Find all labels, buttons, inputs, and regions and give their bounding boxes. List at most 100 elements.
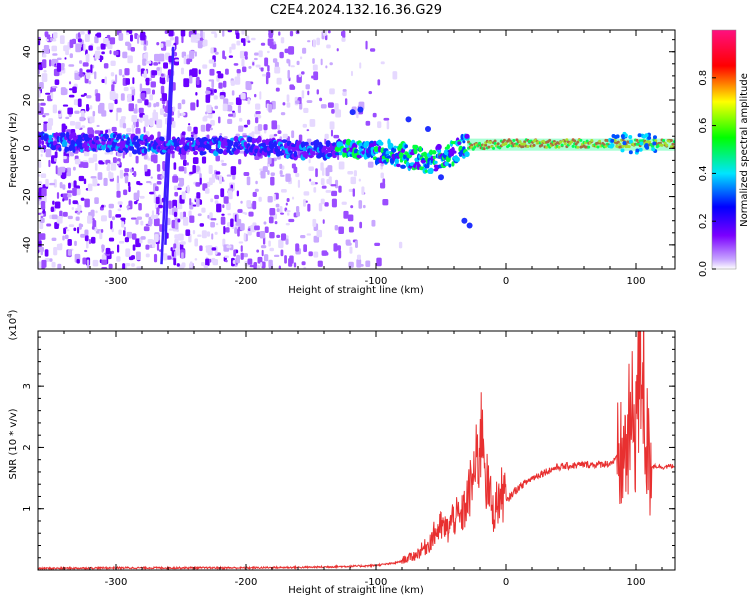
noise-cell <box>110 220 113 230</box>
noise-cell <box>105 247 111 255</box>
noise-cell <box>86 95 92 99</box>
noise-cell <box>57 167 61 176</box>
noise-cell <box>193 126 198 135</box>
noise-cell <box>79 60 83 64</box>
noise-cell <box>177 102 182 110</box>
noise-cell <box>295 206 300 213</box>
band-cell <box>59 132 66 138</box>
noise-cell <box>139 195 145 199</box>
noise-cell <box>228 101 234 105</box>
noise-cell <box>214 33 218 38</box>
band-cell <box>464 133 470 139</box>
noise-cell <box>287 69 290 79</box>
noise-cell <box>198 69 201 75</box>
noise-cell <box>125 32 130 36</box>
noise-cell <box>177 110 180 119</box>
noise-cell <box>210 119 215 126</box>
band-cell <box>143 148 148 154</box>
noise-cell <box>79 31 85 35</box>
noise-cell <box>382 199 389 206</box>
noise-cell <box>144 164 148 172</box>
noise-cell <box>111 216 115 221</box>
noise-cell <box>206 124 212 128</box>
noise-cell <box>268 259 273 268</box>
noise-cell <box>56 243 63 251</box>
noise-cell <box>282 133 288 139</box>
noise-cell <box>38 233 41 242</box>
noise-cell <box>205 247 212 253</box>
noise-cell <box>260 261 263 267</box>
noise-cell <box>114 93 119 100</box>
noise-cell <box>156 243 160 251</box>
noise-cell <box>309 118 316 127</box>
noise-cell <box>204 188 210 194</box>
noise-cell <box>40 173 47 178</box>
noise-cell <box>303 198 307 207</box>
noise-cell <box>285 173 291 182</box>
noise-cell <box>59 35 65 45</box>
noise-cell <box>289 30 294 37</box>
noise-cell <box>197 40 203 49</box>
noise-cell <box>84 151 90 157</box>
band-cell <box>622 141 627 146</box>
band-cell <box>635 138 639 142</box>
noise-cell <box>222 103 228 112</box>
noise-cell <box>285 202 288 206</box>
noise-cell <box>195 165 200 171</box>
noise-cell <box>168 30 174 37</box>
spectrogram-x-label: Height of straight line (km) <box>288 285 424 296</box>
noise-cell <box>301 71 305 75</box>
noise-cell <box>64 57 67 60</box>
noise-cell <box>67 215 73 220</box>
band-cell <box>662 138 666 142</box>
noise-cell <box>172 175 179 183</box>
noise-cell <box>118 229 122 235</box>
noise-cell <box>84 34 90 42</box>
noise-cell <box>273 254 280 258</box>
noise-cell <box>159 97 163 101</box>
colorbar-label: Normalized spectral amplitude <box>739 73 750 227</box>
noise-cell <box>164 30 169 35</box>
noise-cell <box>140 236 146 240</box>
band-cell <box>644 133 649 138</box>
band-cell <box>573 139 577 143</box>
noise-cell <box>155 186 159 192</box>
snr-y-tick-label: 1 <box>22 506 33 512</box>
noise-cell <box>392 71 398 80</box>
noise-cell <box>133 200 138 205</box>
noise-cell <box>359 62 362 69</box>
band-cell <box>149 134 155 141</box>
noise-cell <box>316 89 319 95</box>
noise-cell <box>205 94 211 103</box>
noise-cell <box>163 113 168 117</box>
noise-cell <box>240 245 243 252</box>
noise-cell <box>78 32 81 38</box>
band-cell <box>41 140 45 146</box>
noise-cell <box>173 185 179 191</box>
band-cell <box>652 141 657 146</box>
spectrogram-y-tick-label: 20 <box>22 94 33 107</box>
noise-cell <box>128 185 131 193</box>
snr-x-tick-label: -200 <box>235 577 258 588</box>
noise-cell <box>117 201 123 205</box>
band-cell <box>400 164 406 169</box>
noise-cell <box>260 67 264 72</box>
noise-cell <box>75 121 81 129</box>
band-cell <box>482 147 486 151</box>
band-cell <box>131 149 138 155</box>
noise-cell <box>224 259 228 263</box>
band-cell <box>585 139 589 143</box>
noise-cell <box>180 67 184 75</box>
noise-cell <box>306 100 313 103</box>
noise-cell <box>285 210 291 213</box>
noise-cell <box>86 106 90 111</box>
noise-cell <box>40 217 45 223</box>
noise-cell <box>202 39 208 47</box>
band-cell <box>620 148 625 153</box>
noise-cell <box>100 228 104 233</box>
noise-cell <box>138 182 143 186</box>
noise-cell <box>174 220 179 230</box>
noise-cell <box>135 127 141 135</box>
band-cell <box>104 133 110 140</box>
noise-cell <box>292 85 296 90</box>
